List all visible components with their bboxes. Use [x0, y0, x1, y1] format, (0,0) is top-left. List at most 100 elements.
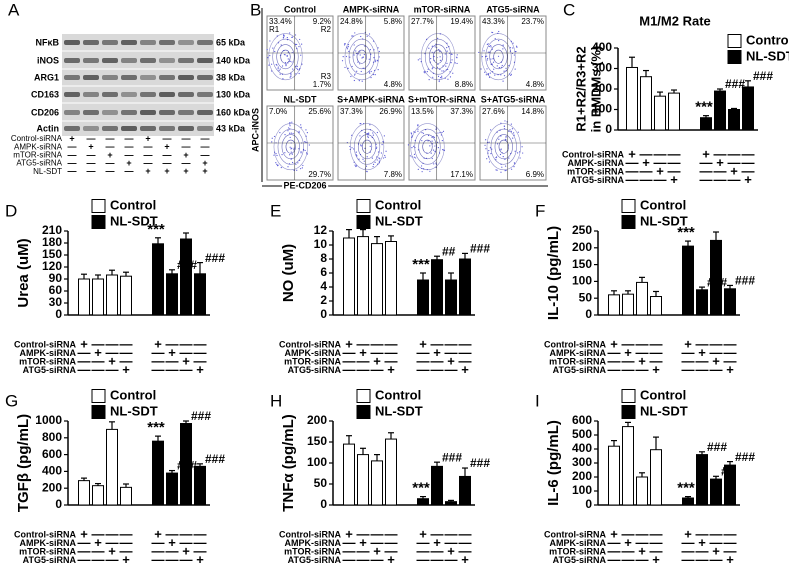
treatment-mark: — [357, 526, 370, 541]
treatment-name: AMPK-siRNA [549, 538, 606, 548]
blot-band [178, 75, 194, 80]
blot-band [83, 126, 99, 131]
flow-event [291, 121, 293, 123]
legend-label: Control [110, 197, 156, 212]
y-axis-label: IL-10 (pg/mL) [545, 226, 562, 320]
flow-event [289, 60, 291, 62]
treatment-name: ATG5-siRNA [23, 555, 77, 565]
flow-event [286, 54, 288, 57]
treatment-mark: — [459, 535, 472, 550]
flow-contour [352, 44, 371, 70]
flow-event [452, 72, 454, 74]
quadrant-percent: 37.3% [450, 107, 473, 116]
treatment-mark: + [716, 155, 724, 170]
treatment-mark: — [371, 535, 384, 550]
flow-event [354, 32, 356, 34]
y-tick-label: 50 [579, 290, 593, 304]
flow-event [497, 55, 500, 57]
flow-event [300, 152, 302, 154]
y-tick-label: 1000 [35, 413, 62, 427]
treatment-name: mTOR-siRNA [549, 356, 606, 366]
significance: ### [735, 450, 755, 464]
treatment-mark: — [742, 163, 755, 178]
treatment-mark: + [638, 543, 646, 558]
treatment-mark: — [180, 552, 193, 567]
treatment-mark: — [371, 336, 384, 351]
treatment-mark: — [668, 146, 681, 161]
treatment-mark: + [196, 552, 204, 567]
treatment-mark: + [698, 535, 706, 550]
flow-event [512, 47, 514, 49]
flow-event [443, 70, 445, 72]
flow-event [498, 138, 500, 140]
bar [120, 486, 132, 506]
quadrant-percent: 29.7% [308, 170, 331, 179]
flow-event [517, 152, 519, 154]
flow-event [498, 30, 500, 33]
flow-event [444, 53, 446, 55]
flow-event [430, 58, 432, 60]
flow-event [284, 62, 286, 64]
treatment-mark: — [371, 345, 384, 360]
treatment-mark: — [125, 133, 134, 143]
flow-contour [280, 49, 291, 64]
flow-event [349, 56, 351, 58]
treatment-mark: — [125, 142, 134, 152]
treatment-mark: — [166, 543, 179, 558]
bar [152, 243, 164, 316]
gate-label: R2 [321, 25, 332, 34]
treatment-mark: — [201, 142, 210, 152]
legend-label: NL-SDT [110, 403, 158, 418]
flow-event [269, 55, 271, 57]
treatment-mark: — [636, 336, 649, 351]
significance: ### [470, 242, 490, 256]
blot-band [121, 40, 137, 45]
flow-event [428, 47, 430, 49]
flow-event [296, 67, 298, 69]
flow-event [415, 157, 417, 159]
y-tick-label: 60 [49, 283, 63, 297]
flow-event [372, 165, 374, 168]
blot-band [64, 92, 80, 97]
bar [696, 289, 708, 316]
flow-event [300, 54, 302, 56]
bar [696, 454, 708, 506]
treatment-mark: + [126, 158, 131, 168]
treatment-mark: + [656, 163, 664, 178]
blot-band [197, 126, 213, 131]
treatment-name: ATG5-siRNA [553, 555, 607, 565]
flow-event [412, 145, 415, 147]
flow-event [369, 72, 371, 74]
flow-event [285, 65, 287, 67]
significance: ### [725, 77, 745, 91]
legend-swatch [727, 50, 742, 64]
treatment-mark: — [144, 158, 153, 168]
treatment-name: mTOR-siRNA [284, 356, 341, 366]
panel-letter: E [270, 201, 281, 220]
treatment-mark: — [724, 535, 737, 550]
flow-event [378, 50, 380, 53]
flow-event [296, 43, 298, 46]
flow-event [431, 45, 433, 47]
treatment-mark: — [163, 150, 172, 160]
flow-event [384, 156, 386, 158]
y-axis-label: NO (uM) [280, 244, 297, 302]
y-tick-label: 0 [55, 497, 62, 511]
plot-title: mTOR-siRNA [414, 4, 471, 14]
treatment-mark: — [710, 345, 723, 360]
treatment-mark: + [652, 362, 660, 377]
y-tick-label: 200 [572, 240, 592, 254]
significance: ## [442, 244, 456, 258]
flow-event [267, 57, 269, 59]
treatment-mark: — [92, 336, 105, 351]
flow-event [276, 64, 278, 66]
flow-event [510, 123, 512, 125]
legend-swatch [91, 389, 106, 403]
quadrant-percent: 33.4% [269, 17, 292, 26]
y-tick-label: 100 [307, 455, 327, 469]
flow-event [292, 68, 294, 70]
treatment-mark: — [654, 146, 667, 161]
treatment-mark: — [152, 345, 165, 360]
treatment-mark: — [144, 142, 153, 152]
treatment-mark: + [183, 150, 188, 160]
